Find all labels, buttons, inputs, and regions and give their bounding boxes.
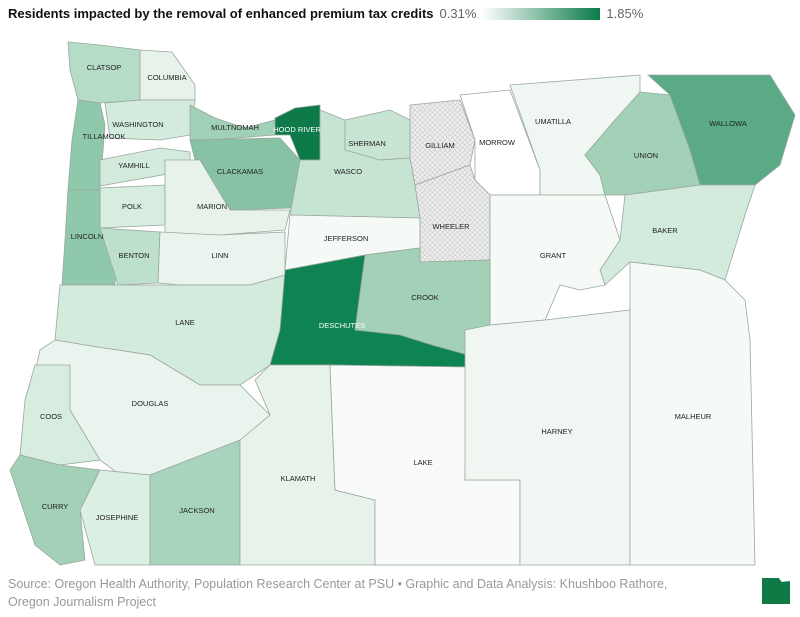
county-label-umatilla: UMATILLA	[535, 117, 571, 126]
county-label-tillamook: TILLAMOOK	[83, 132, 126, 141]
county-label-clatsop: CLATSOP	[87, 63, 121, 72]
county-label-hood-river: HOOD RIVER	[273, 125, 321, 134]
ojp-logo	[762, 578, 790, 604]
county-curry[interactable]	[9, 454, 101, 566]
county-malheur[interactable]	[629, 261, 756, 566]
county-label-wasco: WASCO	[334, 167, 362, 176]
county-label-crook: CROOK	[411, 293, 439, 302]
county-label-clackamas: CLACKAMAS	[217, 167, 263, 176]
legend-max-label: 1.85%	[606, 6, 644, 21]
county-label-jefferson: JEFFERSON	[324, 234, 369, 243]
county-grant[interactable]	[489, 194, 621, 326]
county-label-marion: MARION	[197, 202, 227, 211]
county-label-washington: WASHINGTON	[112, 120, 163, 129]
county-label-klamath: KLAMATH	[281, 474, 316, 483]
county-label-polk: POLK	[122, 202, 142, 211]
county-label-lake: LAKE	[413, 458, 432, 467]
county-label-malheur: MALHEUR	[675, 412, 712, 421]
source-credit: Source: Oregon Health Authority, Populat…	[8, 577, 668, 609]
county-clatsop[interactable]	[67, 41, 141, 104]
county-coos[interactable]	[19, 364, 101, 466]
oregon-county-map: CLATSOP COLUMBIA TILLAMOOK WASHINGTON MULTNO…	[9, 41, 796, 566]
county-label-linn: LINN	[211, 251, 228, 260]
county-label-columbia: COLUMBIA	[147, 73, 186, 82]
county-label-josephine: JOSEPHINE	[96, 513, 139, 522]
county-label-baker: BAKER	[652, 226, 678, 235]
map-title: Residents impacted by the removal of enh…	[8, 6, 434, 21]
county-label-wheeler: WHEELER	[432, 222, 470, 231]
county-tillamook[interactable]	[67, 99, 106, 191]
county-label-harney: HARNEY	[541, 427, 572, 436]
county-label-gilliam: GILLIAM	[425, 141, 455, 150]
county-label-lane: LANE	[175, 318, 195, 327]
county-label-curry: CURRY	[42, 502, 69, 511]
county-label-deschutes: DESCHUTES	[319, 321, 365, 330]
county-label-grant: GRANT	[540, 251, 567, 260]
county-label-multnomah: MULTNOMAH	[211, 123, 259, 132]
county-label-coos: COOS	[40, 412, 62, 421]
map-header: Residents impacted by the removal of enh…	[8, 6, 643, 21]
legend-gradient-bar	[482, 7, 601, 20]
legend-min-label: 0.31%	[439, 6, 477, 21]
county-label-yamhill: YAMHILL	[118, 161, 150, 170]
county-label-jackson: JACKSON	[179, 506, 214, 515]
county-label-douglas: DOUGLAS	[132, 399, 169, 408]
county-marion[interactable]	[164, 159, 291, 236]
county-label-wallowa: WALLOWA	[709, 119, 747, 128]
county-columbia[interactable]	[139, 49, 196, 101]
county-label-sherman: SHERMAN	[348, 139, 386, 148]
county-label-benton: BENTON	[118, 251, 149, 260]
county-label-lincoln: LINCOLN	[71, 232, 104, 241]
county-josephine[interactable]	[79, 469, 151, 566]
county-label-morrow: MORROW	[479, 138, 516, 147]
county-label-union: UNION	[634, 151, 658, 160]
